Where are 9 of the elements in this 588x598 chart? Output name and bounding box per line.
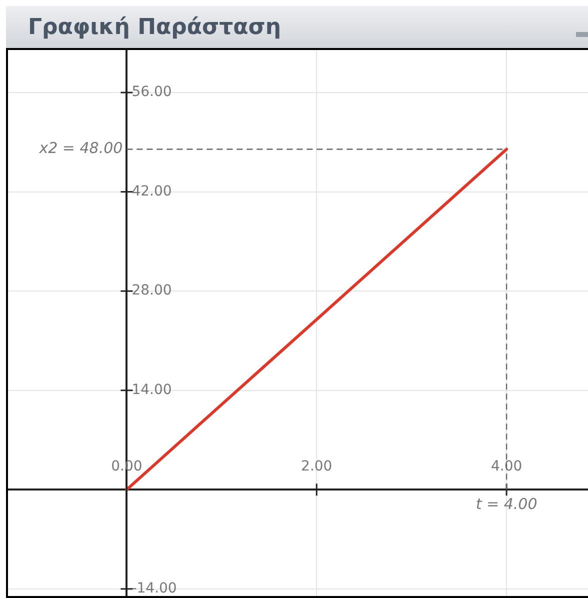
y-tick-label: 42.00 <box>132 183 172 200</box>
chart-title: Γραφική Παράσταση <box>28 15 282 40</box>
y-tick-label: 56.00 <box>132 84 172 100</box>
y-tick-label: 14.00 <box>132 382 172 398</box>
ref-line-label: x2 = 48.00 <box>38 139 123 158</box>
ref-line-label: t = 4.00 <box>476 495 538 514</box>
x-tick-label: 2.00 <box>301 458 332 474</box>
y-tick-label: 28.00 <box>132 282 172 299</box>
y-tick-label: -14.00 <box>132 580 177 597</box>
